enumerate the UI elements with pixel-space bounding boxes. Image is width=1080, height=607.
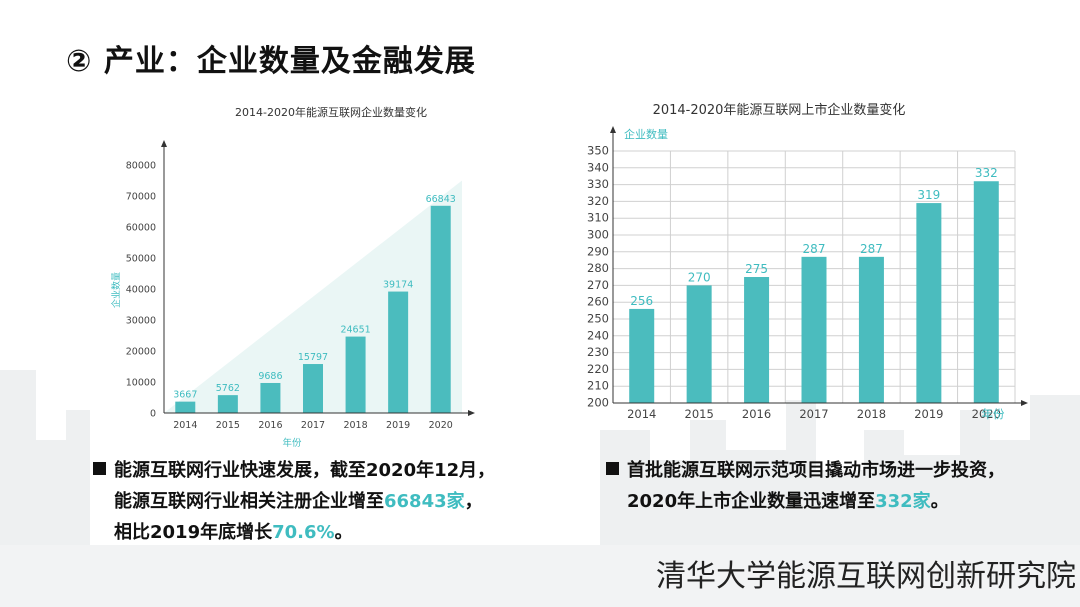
- y-tick-label: 210: [587, 379, 609, 393]
- chart-title: 2014-2020年能源互联网企业数量变化: [235, 105, 427, 119]
- y-tick-label: 330: [587, 177, 609, 191]
- y-tick-label: 20000: [126, 347, 156, 358]
- bar-2019: [916, 203, 942, 403]
- y-tick-label: 10000: [126, 378, 156, 389]
- chart-enterprise-count: 2014-2020年能源互联网企业数量变化 0 10000 20000 30000 400…: [110, 105, 475, 449]
- bullet-left-line2: 能源互联网行业相关注册企业增至66843家，: [114, 491, 483, 512]
- y-tick-label: 320: [587, 194, 609, 208]
- bullet-right-line2: 2020年上市企业数量迅速增至332家。: [627, 491, 949, 512]
- bar-2014: [175, 401, 196, 413]
- data-label-2017: 15797: [298, 352, 328, 363]
- data-label-2017: 287: [803, 242, 826, 256]
- y-tick-label: 80000: [126, 161, 156, 172]
- y-tick-label: 30000: [126, 316, 156, 327]
- y-tick-label: 310: [587, 211, 609, 225]
- trend-area: [164, 180, 462, 413]
- y-tick-label: 0: [150, 409, 156, 420]
- y-tick-label: 70000: [126, 192, 156, 203]
- y-tick-label: 230: [587, 345, 609, 359]
- bullet-left-line3: 相比2019年底增长70.6%。: [114, 522, 353, 543]
- x-tick-label: 2015: [685, 407, 714, 421]
- y-tick-label: 240: [587, 328, 609, 342]
- y-tick-label: 290: [587, 244, 609, 258]
- x-tick-label: 2020: [972, 407, 1001, 421]
- data-label-2019: 319: [917, 188, 940, 202]
- bar-2015: [686, 285, 712, 403]
- data-label-2014: 3667: [173, 390, 197, 401]
- bullet-square-icon: [93, 462, 106, 475]
- bullet-square-icon: [606, 462, 619, 475]
- bar-2019: [388, 291, 409, 413]
- x-tick-label: 2017: [301, 420, 325, 431]
- x-tick-label: 2018: [343, 420, 367, 431]
- y-tick-label: 50000: [126, 254, 156, 265]
- x-tick-label: 2014: [627, 407, 656, 421]
- chart-title: 2014-2020年能源互联网上市企业数量变化: [653, 102, 906, 118]
- y-tick-label: 220: [587, 362, 609, 376]
- highlight-enterprise-count: 66843家: [384, 491, 465, 512]
- bar-2020: [430, 205, 451, 413]
- bar-2017: [303, 364, 323, 413]
- y-axis-label: 企业数量: [110, 272, 122, 308]
- bar-2018: [345, 336, 366, 413]
- bullet-right-line1: 首批能源互联网示范项目撬动市场进一步投资，: [606, 455, 1005, 486]
- y-tick-label: 250: [587, 312, 609, 326]
- bullet-left-line1: 能源互联网行业快速发展，截至2020年12月，: [93, 455, 495, 486]
- x-tick-label: 2019: [386, 420, 410, 431]
- x-tick-label: 2020: [429, 420, 453, 431]
- data-label-2015: 270: [688, 270, 711, 284]
- x-axis-arrow-icon: [1021, 400, 1028, 406]
- bullet-right: 首批能源互联网示范项目撬动市场进一步投资， 2020年上市企业数量迅速增至332…: [606, 455, 1005, 517]
- y-tick-label: 270: [587, 278, 609, 292]
- bar-2015: [217, 395, 238, 413]
- y-tick-label: 280: [587, 261, 609, 275]
- chart-listed-enterprise-count: 2014-2020年能源互联网上市企业数量变化 200 210 220 230 240 25…: [587, 102, 1028, 421]
- y-tick-label: 300: [587, 228, 609, 242]
- y-tick-label: 340: [587, 160, 609, 174]
- y-tick-label: 200: [587, 396, 609, 410]
- x-tick-label: 2014: [173, 420, 197, 431]
- y-tick-label: 60000: [126, 223, 156, 234]
- data-label-2016: 275: [745, 262, 768, 276]
- highlight-listed-count: 332家: [875, 491, 931, 512]
- data-label-2015: 5762: [216, 383, 240, 394]
- bullet-left: 能源互联网行业快速发展，截至2020年12月， 能源互联网行业相关注册企业增至6…: [93, 455, 495, 548]
- x-tick-label: 2015: [216, 420, 240, 431]
- y-axis-arrow-icon: [610, 126, 616, 133]
- x-tick-label: 2018: [857, 407, 886, 421]
- x-tick-label: 2017: [799, 407, 828, 421]
- x-tick-label: 2016: [742, 407, 771, 421]
- data-label-2016: 9686: [258, 371, 282, 382]
- institute-footer: 清华大学能源互联网创新研究院: [656, 559, 1076, 594]
- y-tick-label: 260: [587, 295, 609, 309]
- data-label-2014: 256: [630, 294, 653, 308]
- bar-2016: [744, 277, 770, 403]
- y-tick-label: 40000: [126, 285, 156, 296]
- y-tick-label: 350: [587, 144, 609, 158]
- x-tick-label: 2019: [914, 407, 943, 421]
- bar-2016: [260, 382, 281, 413]
- data-label-2018: 24651: [340, 325, 370, 336]
- bar-2014: [629, 308, 655, 403]
- data-label-2020: 332: [975, 166, 998, 180]
- y-axis-label: 企业数量: [624, 127, 668, 141]
- data-label-2019: 39174: [383, 280, 413, 291]
- x-axis-label: 年份: [982, 407, 1005, 421]
- x-tick-label: 2016: [258, 420, 282, 431]
- x-axis-label: 年份: [282, 437, 302, 449]
- page-title: ② 产业：企业数量及金融发展: [66, 44, 476, 79]
- bar-2017: [801, 256, 827, 403]
- bar-2018: [858, 256, 884, 403]
- y-axis-arrow-icon: [161, 140, 167, 147]
- data-label-2018: 287: [860, 242, 883, 256]
- highlight-growth-rate: 70.6%: [272, 522, 335, 543]
- data-label-2020: 66843: [426, 194, 456, 205]
- bar-2020: [973, 181, 999, 403]
- x-axis-arrow-icon: [468, 410, 475, 416]
